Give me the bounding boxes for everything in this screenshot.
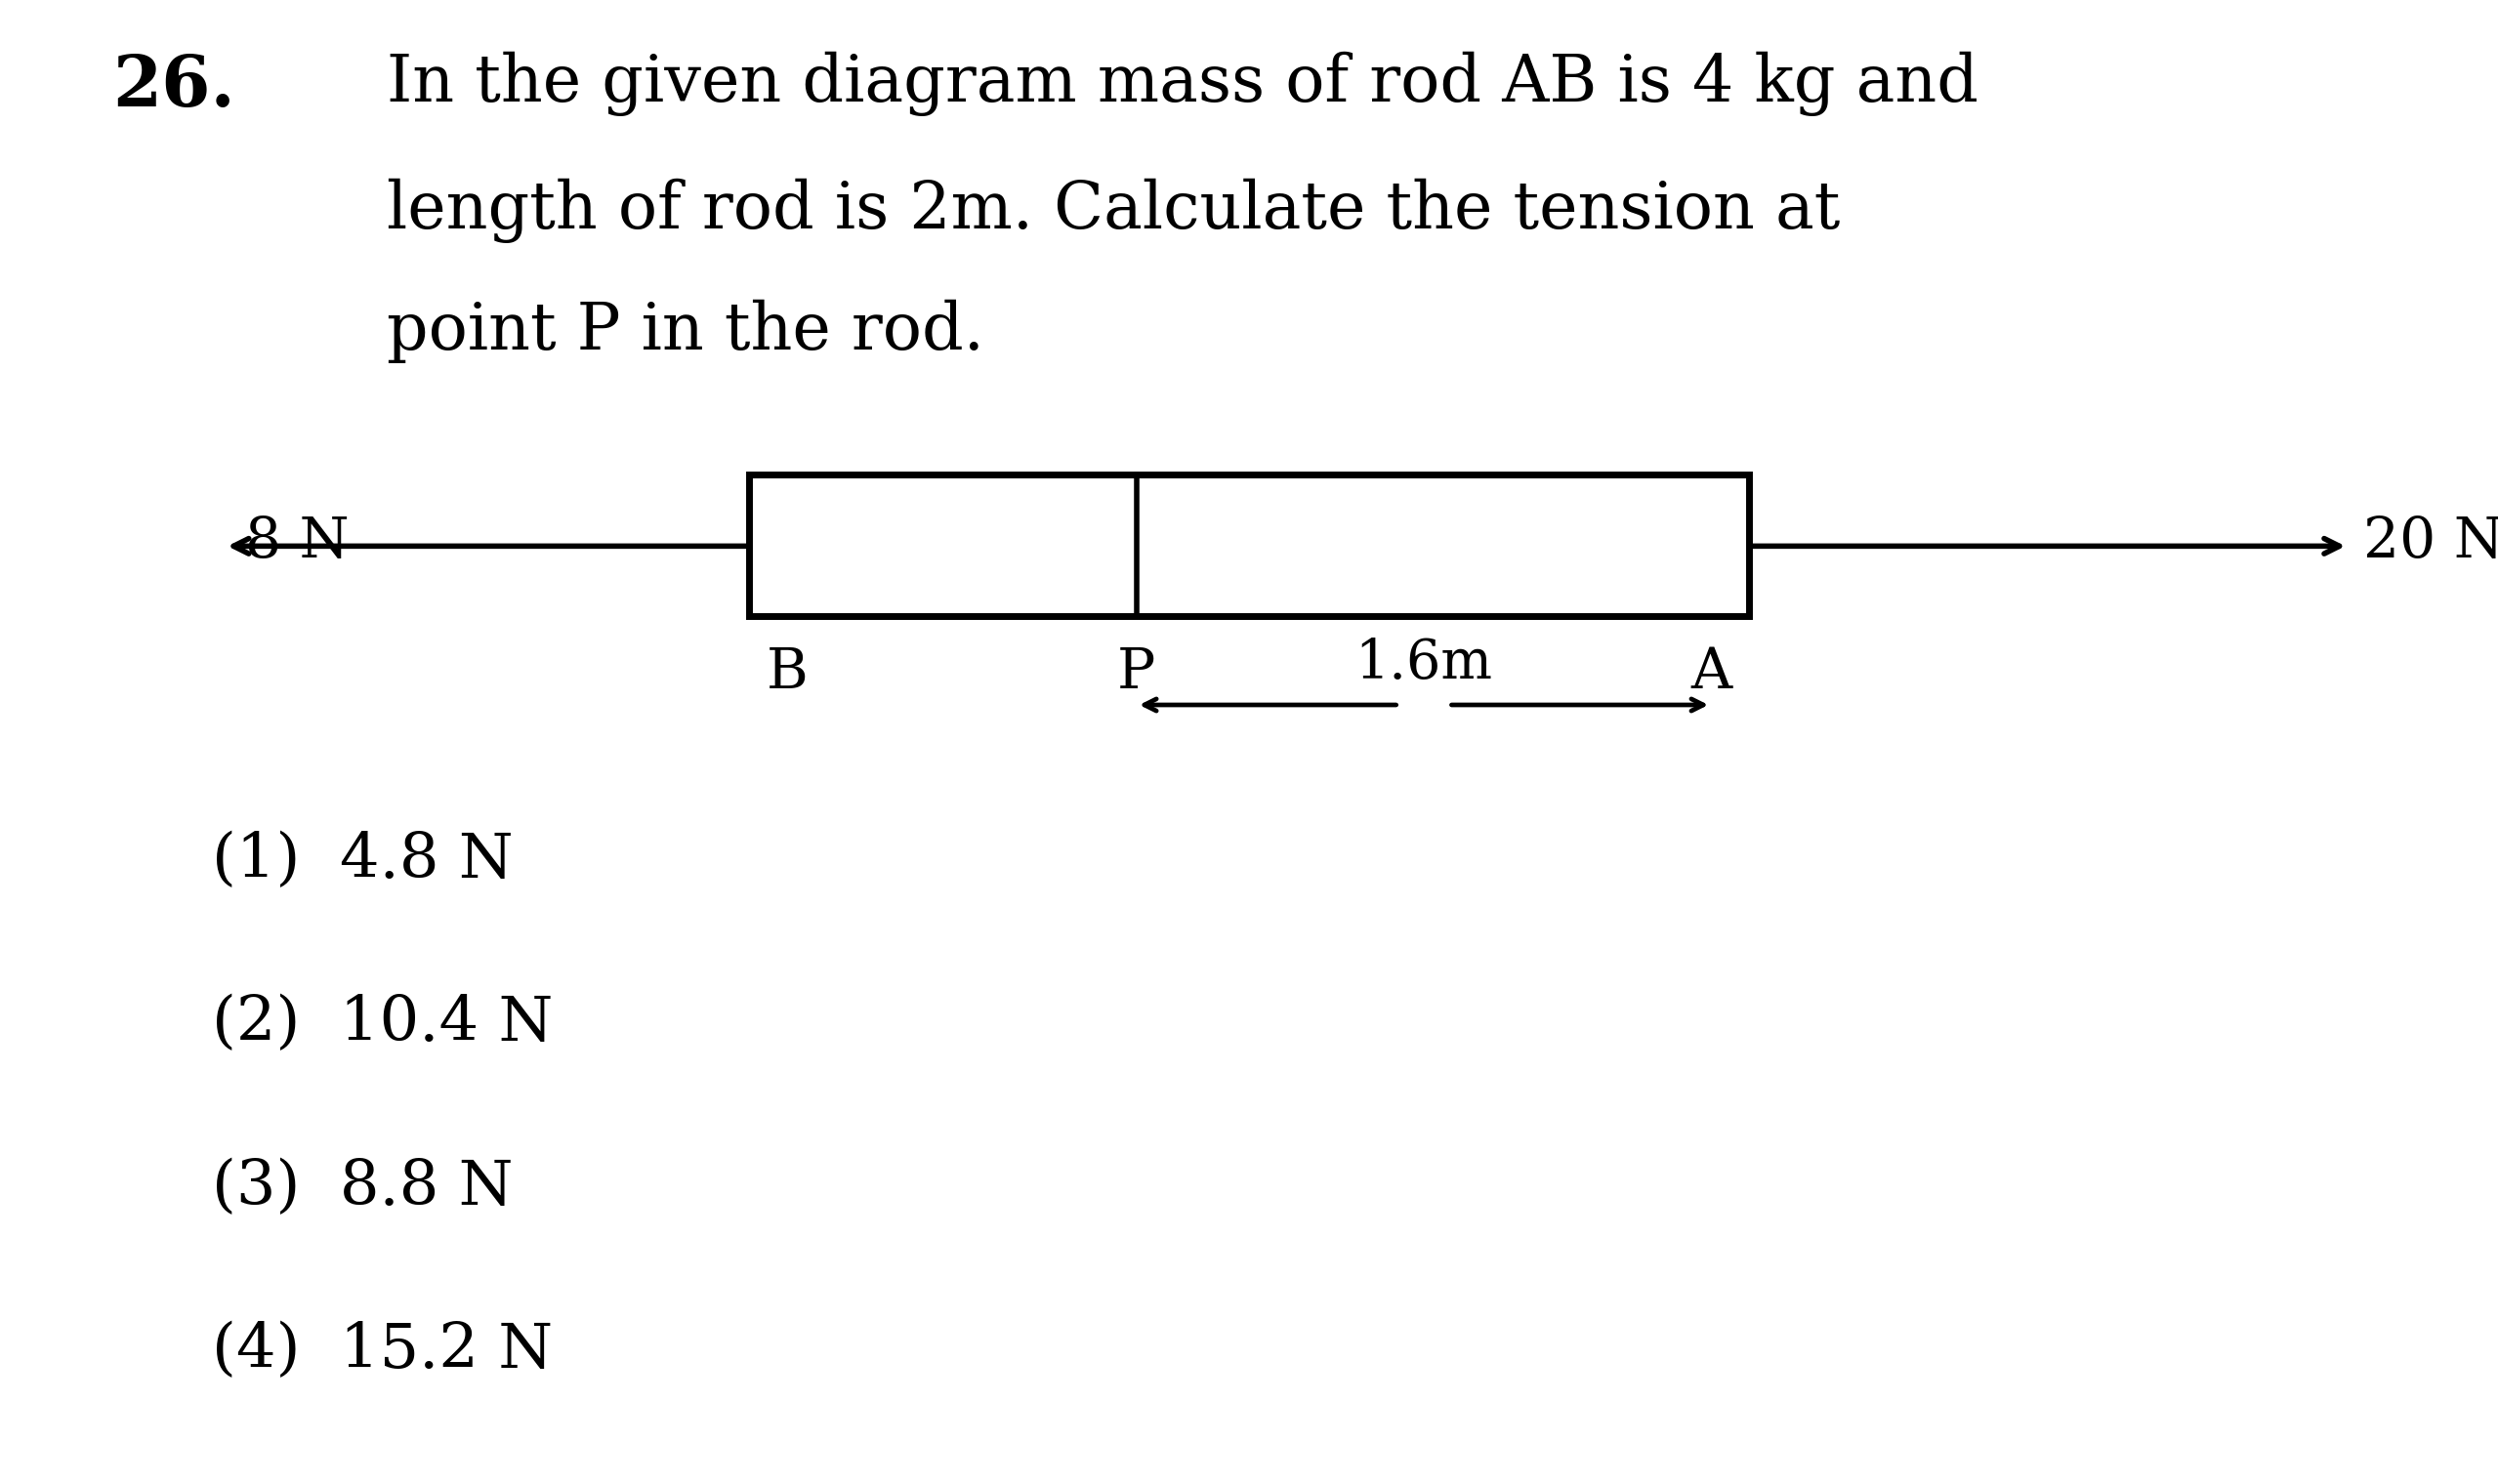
Text: P: P bbox=[1117, 646, 1157, 700]
Text: (1)  4.8 N: (1) 4.8 N bbox=[212, 831, 515, 890]
Text: 26.: 26. bbox=[112, 52, 235, 122]
Text: (4)  15.2 N: (4) 15.2 N bbox=[212, 1321, 552, 1380]
Text: (3)  8.8 N: (3) 8.8 N bbox=[212, 1158, 515, 1217]
Text: (2)  10.4 N: (2) 10.4 N bbox=[212, 994, 555, 1054]
Text: B: B bbox=[767, 646, 807, 700]
Text: length of rod is 2m. Calculate the tension at: length of rod is 2m. Calculate the tensi… bbox=[387, 178, 1841, 243]
Text: 1.6m: 1.6m bbox=[1354, 637, 1494, 690]
Text: 20 N: 20 N bbox=[2363, 515, 2498, 568]
Text: A: A bbox=[1691, 646, 1731, 700]
Text: point P in the rod.: point P in the rod. bbox=[387, 300, 984, 364]
Bar bbox=[749, 475, 1749, 616]
Text: In the given diagram mass of rod AB is 4 kg and: In the given diagram mass of rod AB is 4… bbox=[387, 52, 1978, 117]
Text: 8 N: 8 N bbox=[245, 515, 350, 568]
